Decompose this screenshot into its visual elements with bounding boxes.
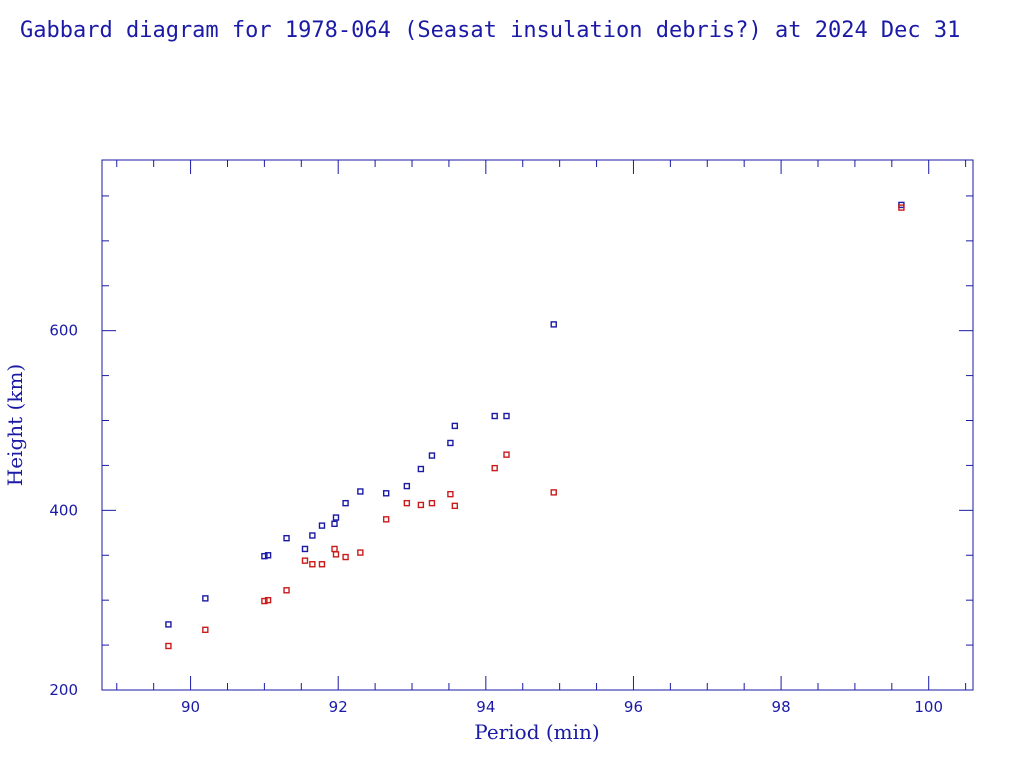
x-axis: 90 92 94 96 98 100 — [116, 160, 967, 716]
data-point — [318, 522, 326, 529]
y-tick-label: 600 — [49, 322, 78, 340]
data-point — [403, 499, 411, 507]
y-tick-label: 200 — [49, 681, 78, 699]
x-tick-label: 98 — [772, 698, 791, 716]
data-point — [261, 597, 268, 605]
y-tick-label: 400 — [49, 501, 78, 519]
data-point — [309, 561, 316, 568]
data-point — [428, 499, 436, 507]
data-point — [357, 549, 364, 556]
data-point — [417, 465, 425, 473]
x-tick-label: 96 — [624, 698, 643, 716]
data-point — [417, 501, 425, 509]
x-tick-label: 90 — [181, 698, 200, 716]
data-point — [301, 545, 309, 553]
data-point — [428, 452, 436, 459]
data-point — [550, 321, 557, 328]
x-tick-label: 100 — [914, 698, 943, 716]
data-point — [332, 514, 340, 521]
data-point — [331, 545, 338, 553]
data-point — [382, 516, 390, 523]
data-point — [165, 621, 172, 628]
data-point — [202, 626, 209, 634]
data-point — [283, 534, 290, 542]
data-point — [357, 488, 364, 495]
data-point — [283, 587, 290, 594]
data-point — [491, 464, 498, 472]
data-point — [550, 489, 557, 496]
x-tick-label: 92 — [329, 698, 348, 716]
data-point — [451, 502, 459, 510]
x-axis-label: Period (min) — [474, 720, 599, 744]
data-point — [447, 490, 454, 498]
data-point — [202, 595, 209, 602]
x-tick-label: 94 — [476, 698, 495, 716]
data-point — [451, 422, 459, 430]
data-point — [403, 482, 411, 490]
data-point — [342, 499, 349, 507]
data-point — [301, 557, 309, 564]
data-point — [332, 551, 340, 558]
data-point — [503, 451, 510, 458]
data-point — [491, 412, 498, 420]
data-point — [331, 520, 338, 528]
y-axis: 200 400 600 — [49, 195, 973, 699]
data-point — [382, 490, 390, 497]
chart-title: Gabbard diagram for 1978-064 (Seasat ins… — [20, 18, 960, 43]
y-axis-label: Height (km) — [3, 364, 27, 486]
plot-frame — [101, 159, 974, 691]
data-point — [447, 439, 454, 447]
data-point — [165, 642, 172, 650]
data-point — [309, 532, 316, 539]
data-point — [503, 412, 510, 420]
data-point — [318, 561, 326, 568]
data-point — [261, 552, 268, 560]
data-point — [898, 204, 905, 211]
data-point — [264, 596, 272, 604]
data-point — [264, 552, 272, 559]
data-points — [165, 201, 905, 650]
data-point — [342, 553, 349, 561]
